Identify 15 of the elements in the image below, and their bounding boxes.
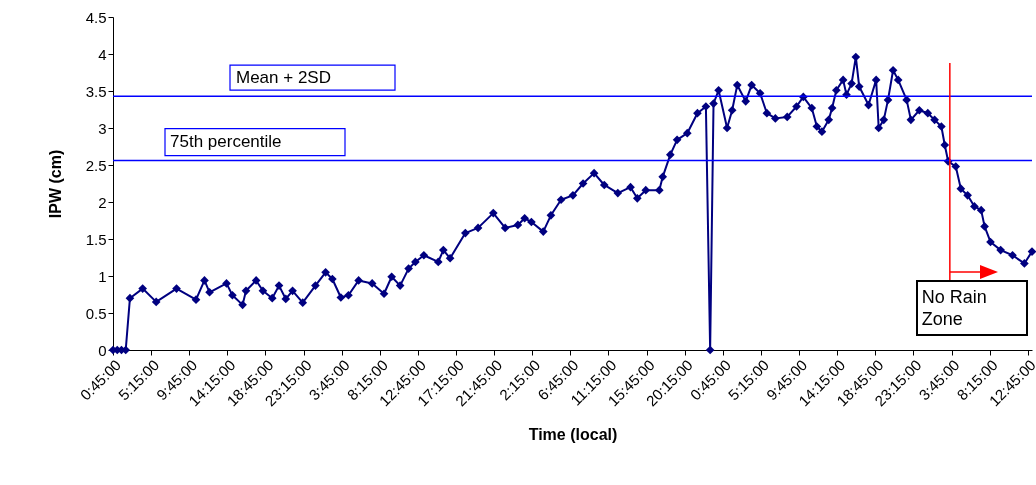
y-tick-label: 2.5 (85, 156, 107, 174)
y-tick-label: 2 (98, 193, 107, 211)
y-tick-label: 1 (98, 267, 107, 285)
y-tick-label: 4.5 (85, 8, 107, 26)
y-axis-title: IPW (cm) (46, 149, 64, 219)
y-tick-label: 3 (98, 119, 107, 137)
y-tick-label: 4 (98, 45, 107, 63)
y-tick-label: 1.5 (85, 230, 107, 248)
x-axis-title: Time (local) (528, 426, 618, 444)
ref-line-label: No Rain Zone (915, 280, 1028, 336)
y-tick-label: 0.5 (85, 304, 107, 322)
y-tick-label: 3.5 (85, 82, 107, 100)
ref-line-label: Mean + 2SD (236, 67, 331, 87)
ref-line-label: 75th percentile (170, 132, 282, 152)
y-tick-label: 0 (98, 341, 107, 359)
